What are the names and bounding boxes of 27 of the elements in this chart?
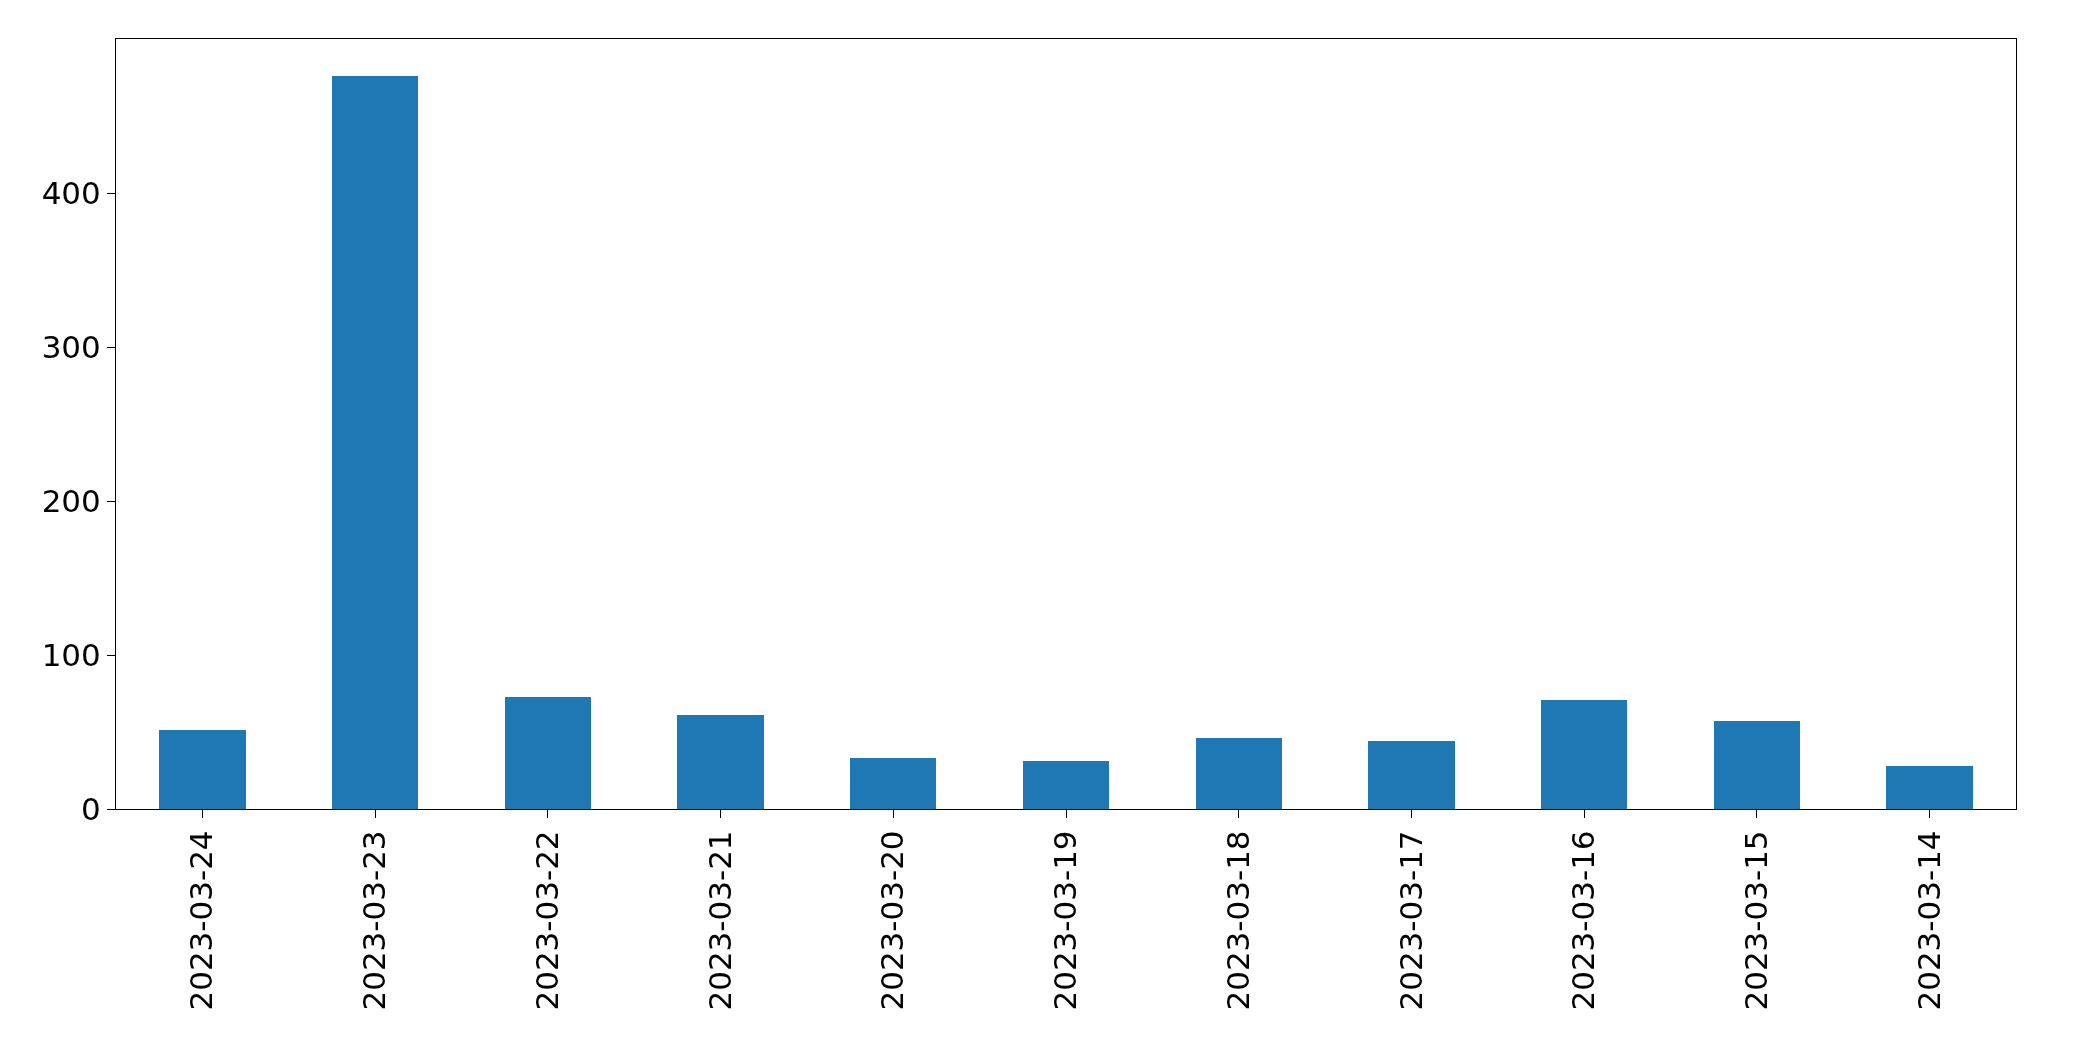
x-tick-label: 2023-03-20	[874, 830, 911, 1011]
x-tick-label: 2023-03-19	[1047, 830, 1084, 1011]
x-tick-label: 2023-03-22	[528, 830, 565, 1011]
y-tick-label: 200	[41, 482, 101, 519]
bar	[1714, 721, 1800, 809]
x-tick-label: 2023-03-17	[1392, 830, 1429, 1011]
bar	[1886, 766, 1973, 809]
x-tick-label: 2023-03-18	[1219, 830, 1256, 1011]
bar	[505, 697, 591, 809]
x-tick-label: 2023-03-16	[1565, 830, 1602, 1011]
x-tick-label: 2023-03-23	[356, 830, 393, 1011]
x-tick-label: 2023-03-24	[183, 830, 220, 1011]
bar	[159, 730, 246, 809]
bar	[1541, 700, 1627, 809]
y-tick-label: 100	[41, 636, 101, 673]
x-tick-label: 2023-03-21	[701, 830, 738, 1011]
x-tick-label: 2023-03-14	[1910, 830, 1947, 1011]
bar	[677, 715, 764, 809]
y-tick-label: 0	[81, 790, 101, 827]
bar	[850, 758, 936, 809]
x-tick-label: 2023-03-15	[1737, 830, 1774, 1011]
bar	[332, 76, 418, 809]
y-tick-label: 300	[41, 328, 101, 365]
bar	[1196, 738, 1282, 809]
y-tick-label: 400	[41, 174, 101, 211]
bar	[1368, 741, 1455, 809]
bar	[1023, 761, 1109, 809]
